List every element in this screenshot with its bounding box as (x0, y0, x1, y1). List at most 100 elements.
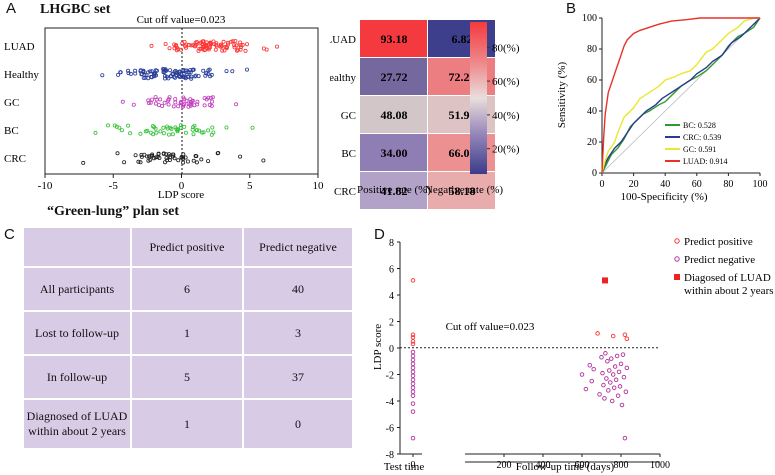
roc-ylabel: Sensitivity (%) (556, 62, 568, 129)
d-point-positive (622, 332, 628, 337)
d-point-negative (410, 369, 416, 375)
dot-healthy (176, 69, 181, 74)
d-x-tick-label: 200 (497, 460, 512, 471)
d-point-negative (605, 358, 610, 364)
d-point-negative (410, 435, 416, 441)
dot-bc (206, 128, 211, 133)
dot-crc (261, 158, 266, 163)
dot-gc (180, 104, 185, 109)
d-point-diagnosed (602, 277, 609, 284)
d-legend-swatch-negative (674, 256, 680, 262)
dot-luad (238, 47, 243, 52)
heat-value-positive: 93.18 (381, 32, 408, 46)
d-y-tick-label: -6 (386, 424, 394, 435)
dot-healthy (181, 68, 186, 73)
dot-bc (158, 129, 163, 134)
x-tick-label: 5 (247, 180, 253, 192)
dot-gc (207, 103, 212, 108)
dot-gc (166, 102, 171, 107)
roc-curve-crc (601, 17, 761, 174)
roc-x-tick-label: 20 (629, 179, 639, 190)
dot-gc (166, 97, 171, 102)
dot-bc (194, 128, 199, 133)
dot-healthy (204, 71, 209, 76)
heat-cell-positive (360, 172, 427, 209)
dot-healthy (149, 69, 154, 74)
dot-bc (143, 129, 148, 134)
dot-crc (115, 151, 120, 156)
cell-negative: 37 (242, 354, 354, 400)
d-point-negative (410, 353, 416, 359)
cell-negative: 0 (242, 398, 354, 450)
dot-gc (178, 101, 183, 106)
d-point-negative (608, 380, 613, 385)
d-point-negative (410, 361, 416, 367)
roc-x-tick-label: 60 (692, 179, 702, 190)
dot-gc (234, 102, 239, 107)
dot-luad (243, 48, 248, 53)
dot-crc (181, 155, 186, 160)
panel-b-roc: 00 20 20 40 40 60 60 80 80 100 100 BC: 0.528 CRC: 0… (556, 13, 768, 203)
x-tick-label: -10 (38, 180, 53, 192)
dot-healthy (187, 70, 192, 75)
dot-healthy (193, 73, 198, 78)
dot-gc (158, 97, 163, 102)
dot-bc (164, 124, 169, 129)
d-point-negative (597, 392, 602, 397)
roc-y-tick-label: 100 (582, 13, 597, 24)
dot-bc (148, 130, 153, 135)
row-label: All participants (22, 266, 132, 312)
d-point-negative (410, 409, 416, 414)
dot-healthy (153, 68, 158, 73)
d-point-negative (617, 384, 623, 389)
dot-healthy (116, 72, 121, 77)
heat-value-positive: 34.00 (381, 146, 408, 160)
dot-crc (133, 153, 138, 158)
heat-cell-positive (360, 58, 427, 95)
dot-bc (178, 126, 183, 131)
dot-healthy (162, 69, 167, 74)
dot-luad (232, 43, 237, 48)
dot-gc (190, 98, 195, 103)
dot-luad (261, 46, 266, 51)
test-time-label: Test time (384, 461, 425, 473)
dot-gc (209, 99, 214, 104)
row-label: Lost to follow-up (22, 310, 132, 356)
dot-healthy (118, 70, 123, 75)
dot-gc (202, 96, 207, 101)
d-point-negative (620, 352, 626, 357)
d-legend-diagnosed-cont: within about 2 years (684, 285, 774, 297)
heat-row-label: GC (341, 110, 356, 122)
d-point-positive (595, 331, 600, 336)
d-point-positive (410, 332, 416, 337)
dot-luad (194, 40, 199, 45)
dot-crc (164, 156, 169, 161)
dot-crc (145, 154, 150, 159)
dot-luad (219, 42, 224, 47)
d-y-tick-label: 2 (389, 318, 394, 329)
d-point-positive (410, 341, 416, 347)
dot-gc (202, 103, 207, 108)
dot-crc (172, 156, 177, 161)
dot-crc (164, 158, 169, 163)
d-ylabel: LDP score (372, 324, 384, 370)
roc-y-tick-label: 80 (587, 44, 597, 55)
heat-row-label: Healthy (330, 72, 356, 84)
d-point-negative (410, 373, 416, 379)
d-point-positive (624, 336, 630, 341)
dot-gc (167, 95, 172, 100)
d-point-negative (622, 435, 628, 441)
dot-healthy (182, 75, 187, 80)
dot-crc (181, 160, 186, 165)
d-point-negative (609, 398, 615, 404)
d-y-tick-label: 0 (389, 344, 394, 355)
dot-luad (189, 43, 194, 48)
dot-luad (173, 43, 178, 48)
d-x-tick-label: 0 (411, 460, 416, 471)
dot-crc (138, 160, 143, 165)
heat-value-negative: 66.00 (449, 146, 476, 160)
d-point-negative (589, 378, 594, 384)
dot-healthy (148, 69, 153, 74)
dot-crc (215, 151, 220, 156)
dot-healthy (224, 69, 229, 74)
